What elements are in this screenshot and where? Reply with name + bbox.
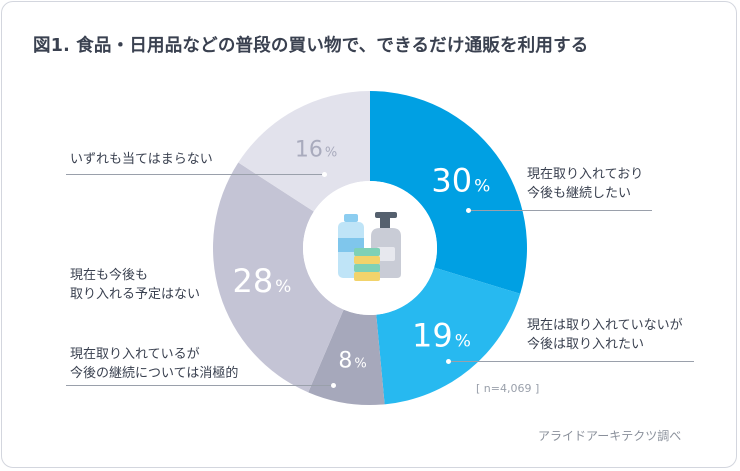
slice-label-line: 今後の継続については消極的 bbox=[70, 366, 239, 381]
leader-line bbox=[448, 361, 694, 362]
slice-label-line: 取り入れる予定はない bbox=[70, 287, 201, 302]
slice-percent-label: 16% bbox=[295, 138, 337, 163]
slice-percent-label: 8% bbox=[338, 349, 366, 374]
leader-dot bbox=[322, 172, 327, 177]
slice-percent-label: 19% bbox=[412, 317, 471, 355]
slice-label-never: 現在も今後も 取り入れる予定はない bbox=[70, 266, 200, 304]
slice-label-continue: 現在取り入れており 今後も継続したい bbox=[527, 165, 643, 203]
slice-label-passive: 現在取り入れているが 今後の継続については消極的 bbox=[70, 345, 238, 383]
slice-label-line: 現在取り入れているが bbox=[70, 347, 200, 362]
sample-size-note: [ n=4,069 ] bbox=[476, 382, 540, 395]
donut-slices bbox=[212, 91, 527, 406]
slice-label-line: 現在は取り入れていないが bbox=[527, 318, 683, 333]
donut-slice bbox=[212, 162, 344, 393]
donut-slice bbox=[370, 91, 527, 294]
slice-label-line: 現在も今後も bbox=[70, 268, 149, 283]
percent-labels: 30 % 19 % 8 % 28 % 16% bbox=[232, 138, 490, 374]
donut-slice bbox=[376, 267, 521, 405]
slice-label-want: 現在は取り入れていないが 今後は取り入れたい bbox=[527, 316, 683, 354]
leader-line bbox=[468, 210, 652, 211]
source-credit: アライドアーキテクツ調べ bbox=[538, 429, 682, 443]
chart-title: 図1. 食品・日用品などの普段の買い物で、できるだけ通販を利用する bbox=[33, 36, 589, 56]
slice-label-line: 今後は取り入れたい bbox=[527, 337, 645, 352]
leader-dot bbox=[466, 208, 471, 213]
leader-line bbox=[66, 174, 326, 175]
slice-percent-label: 28% bbox=[232, 262, 291, 300]
donut-slice bbox=[238, 91, 370, 212]
slice-label-line: 今後も継続したい bbox=[527, 186, 632, 201]
donut-slice bbox=[308, 309, 385, 406]
bottles-and-sponge-icon bbox=[303, 181, 437, 315]
slice-label-none: いずれも当てはまらない bbox=[70, 150, 213, 169]
slice-label-line: 現在取り入れており bbox=[527, 167, 644, 182]
slice-percent-label: 30% bbox=[431, 162, 490, 200]
leader-dot bbox=[331, 383, 336, 388]
leader-dot bbox=[446, 359, 451, 364]
leader-line bbox=[66, 385, 335, 386]
slice-label-line: いずれも当てはまらない bbox=[70, 152, 213, 167]
